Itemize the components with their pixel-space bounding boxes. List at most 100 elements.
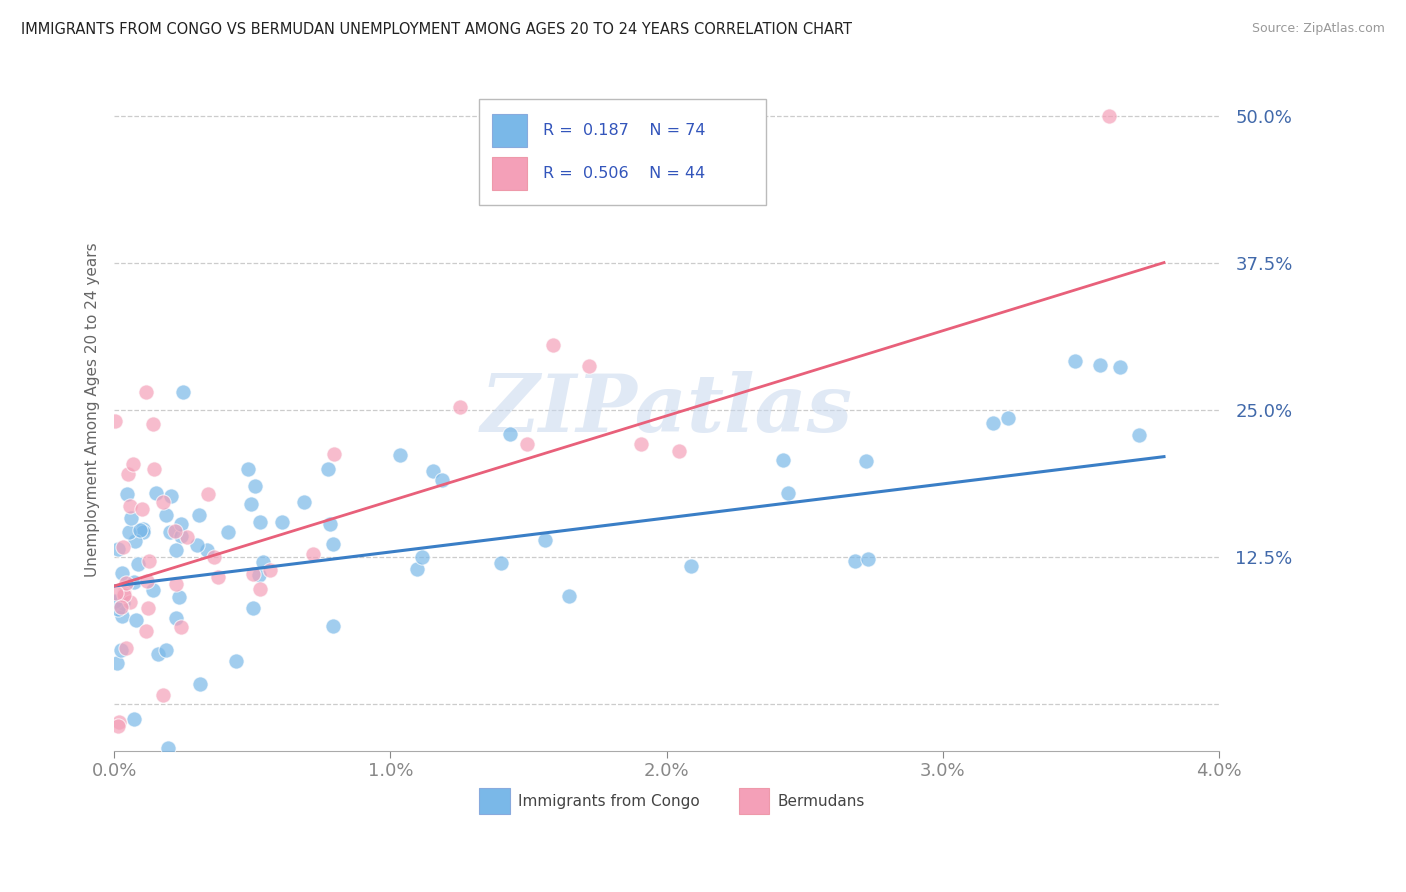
Point [242,566,264,581]
Point [105,657,128,671]
Point [159,489,181,503]
Point [240,497,263,511]
Point [668,444,690,458]
Point [169,619,191,633]
Point [167,590,190,604]
Point [499,427,522,442]
Point [115,487,138,501]
Point [112,586,135,600]
Point [155,755,177,769]
Point [422,465,444,479]
FancyBboxPatch shape [738,789,769,814]
Point [578,359,600,373]
Point [187,508,209,523]
Point [249,582,271,596]
Point [316,461,339,475]
Point [114,641,136,656]
Point [844,554,866,568]
Point [776,486,799,500]
Point [165,611,187,625]
Point [533,533,555,548]
Point [172,384,194,399]
Point [858,551,880,566]
Point [207,570,229,584]
Point [323,447,346,461]
Point [118,524,141,539]
Text: IMMIGRANTS FROM CONGO VS BERMUDAN UNEMPLOYMENT AMONG AGES 20 TO 24 YEARS CORRELA: IMMIGRANTS FROM CONGO VS BERMUDAN UNEMPL… [21,22,852,37]
Point [170,529,193,543]
Point [271,515,294,529]
Point [117,467,139,481]
Point [108,714,131,729]
Point [112,540,135,554]
Point [138,554,160,568]
Point [202,550,225,565]
Point [146,647,169,661]
Point [322,619,344,633]
Point [145,485,167,500]
Point [217,524,239,539]
FancyBboxPatch shape [492,114,527,147]
Point [159,524,181,539]
Point [107,542,129,557]
Point [131,502,153,516]
Point [630,437,652,451]
Point [110,600,132,615]
Point [135,624,157,639]
Point [156,741,179,756]
Point [155,508,177,523]
Point [165,577,187,591]
Point [107,719,129,733]
Point [122,574,145,589]
Point [120,511,142,525]
FancyBboxPatch shape [479,99,766,205]
Point [516,437,538,451]
Text: Immigrants from Congo: Immigrants from Congo [517,795,699,809]
Text: R =  0.506    N = 44: R = 0.506 N = 44 [543,166,706,181]
Point [772,452,794,467]
Point [128,523,150,537]
Point [104,414,127,428]
Point [432,474,454,488]
Point [302,547,325,561]
Point [132,522,155,536]
Point [322,537,344,551]
Point [679,558,702,573]
Point [142,582,165,597]
Point [132,525,155,540]
Text: Bermudans: Bermudans [778,795,865,809]
Text: R =  0.187    N = 74: R = 0.187 N = 74 [543,123,706,138]
Point [141,417,163,432]
Point [152,689,174,703]
Point [405,562,427,576]
Y-axis label: Unemployment Among Ages 20 to 24 years: Unemployment Among Ages 20 to 24 years [86,243,100,577]
Point [1108,359,1130,374]
Point [319,516,342,531]
Point [105,586,128,600]
Point [120,499,142,513]
Point [997,411,1019,425]
Point [983,417,1005,431]
Point [112,588,135,602]
Point [1128,427,1150,442]
FancyBboxPatch shape [479,789,510,814]
Point [292,495,315,509]
Point [186,538,208,552]
Point [124,534,146,549]
Point [1064,354,1087,368]
Point [122,712,145,726]
Point [195,543,218,558]
Text: Source: ZipAtlas.com: Source: ZipAtlas.com [1251,22,1385,36]
Point [104,593,127,607]
Point [136,601,159,615]
Point [557,589,579,603]
Point [541,337,564,351]
Point [389,448,412,462]
Point [165,524,187,538]
Point [249,516,271,530]
Point [135,384,157,399]
Point [247,567,270,582]
Point [1098,109,1121,123]
Point [125,613,148,627]
Point [197,487,219,501]
